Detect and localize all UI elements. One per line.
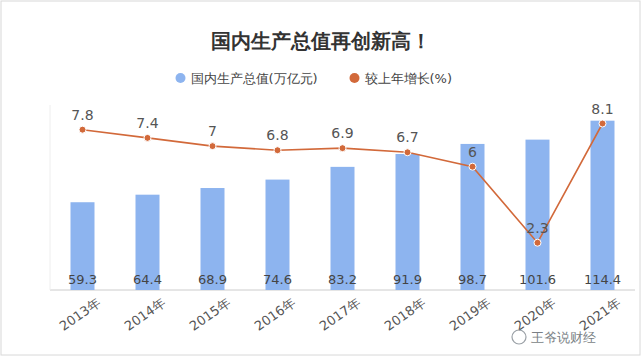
x-tick-label: 2018年 (382, 295, 428, 334)
line-marker (274, 147, 281, 154)
bar-label: 59.3 (68, 272, 97, 287)
bar (461, 144, 485, 290)
line-marker (209, 143, 216, 150)
x-tick-label: 2017年 (317, 295, 363, 334)
bar-label: 114.4 (584, 272, 621, 287)
labels: 59.3 64.4 68.9 74.6 83.2 91.9 98.7 101.6 114.4 7.… (57, 101, 623, 334)
legend-swatch (176, 73, 186, 83)
line-label: 6.9 (331, 125, 353, 141)
bar-label: 64.4 (133, 272, 162, 287)
bar-label: 74.6 (263, 272, 292, 287)
x-tick-label: 2019年 (447, 295, 493, 334)
line-label: 7.4 (136, 115, 158, 131)
x-tick-label: 2016年 (252, 295, 298, 334)
bar-label: 83.2 (328, 272, 357, 287)
x-tick-label: 2021年 (577, 295, 623, 334)
line-marker (469, 163, 476, 170)
x-tick-label: 2020年 (512, 295, 558, 334)
bar-label: 101.6 (519, 272, 556, 287)
legend-label: 较上年增长(%) (365, 71, 453, 86)
bar (526, 140, 550, 290)
line-label: 6.7 (396, 129, 418, 145)
x-tick-label: 2015年 (187, 295, 233, 334)
line-marker (404, 149, 411, 156)
line-marker (79, 126, 86, 133)
line-label: 6.8 (266, 127, 288, 143)
line-label: 7 (208, 123, 217, 139)
bar-label: 68.9 (198, 272, 227, 287)
x-tick-label: 2013年 (57, 295, 103, 334)
background (1, 1, 640, 355)
title: 国内生产总值再创新高！ (211, 29, 431, 53)
line-marker (339, 145, 346, 152)
line-label: 2.3 (526, 220, 548, 236)
bar (396, 154, 420, 290)
line-label: 6 (468, 144, 477, 160)
line-marker (599, 120, 606, 127)
bar-label: 91.9 (393, 272, 422, 287)
watermark: 王爷说财经 (531, 330, 596, 345)
y-axis-line (50, 105, 51, 290)
line-label: 7.8 (71, 107, 93, 123)
line-marker (534, 239, 541, 246)
bar (591, 121, 615, 290)
legend-label: 国内生产总值(万亿元) (191, 71, 318, 86)
chart-root: 国内生产总值再创新高！国内生产总值(万亿元)较上年增长(%)59.364.468… (0, 0, 641, 356)
line-marker (144, 134, 151, 141)
bar-label: 98.7 (458, 272, 487, 287)
x-tick-label: 2014年 (122, 295, 168, 334)
legend: 国内生产总值(万亿元) 较上年增长(%) (176, 71, 453, 86)
plot-marks (71, 120, 615, 290)
line (83, 124, 603, 243)
line-label: 8.1 (591, 101, 613, 117)
watermark-icon (512, 330, 526, 344)
chart-svg: 国内生产总值再创新高！国内生产总值(万亿元)较上年增长(%)59.364.468… (0, 0, 641, 356)
legend-swatch (350, 73, 360, 83)
